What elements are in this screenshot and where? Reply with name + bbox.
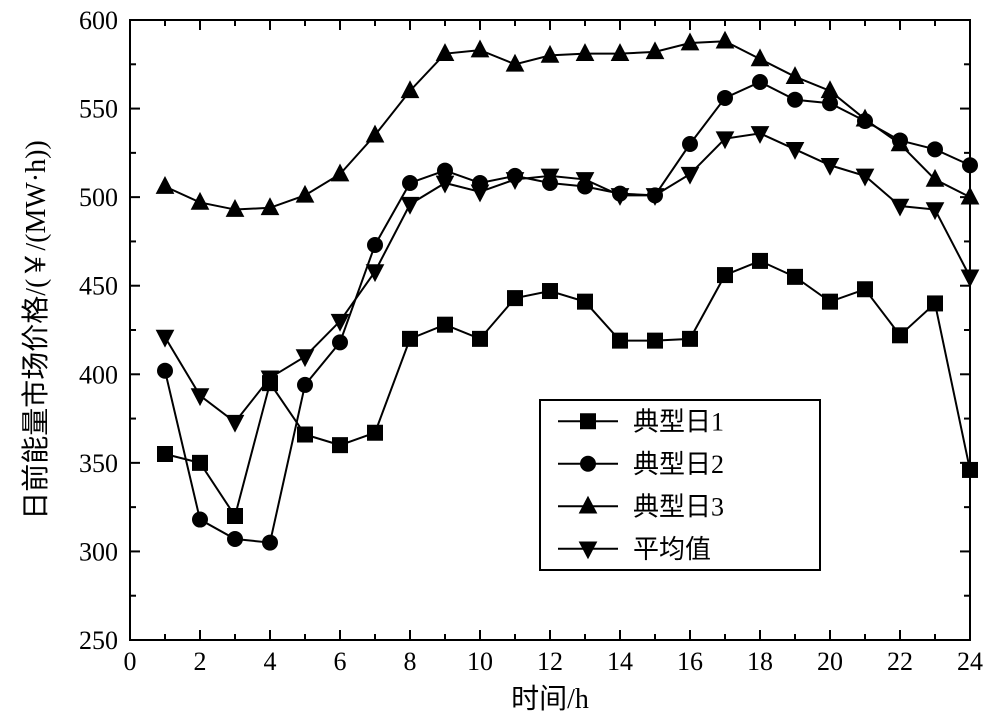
series-marker-3: [227, 416, 242, 431]
series-marker-1: [823, 96, 837, 110]
series-marker-0: [228, 509, 242, 523]
series-marker-1: [683, 137, 697, 151]
series-marker-0: [928, 296, 942, 310]
chart-container: 0246810121416182022242503003504004505005…: [0, 0, 1000, 719]
series-line-3: [165, 133, 970, 422]
series-marker-0: [193, 456, 207, 470]
series-marker-0: [158, 447, 172, 461]
x-tick-label: 22: [887, 647, 913, 676]
series-marker-0: [648, 334, 662, 348]
series-marker-0: [893, 328, 907, 342]
series-marker-2: [472, 42, 487, 57]
series-marker-2: [962, 189, 977, 204]
series-marker-1: [158, 364, 172, 378]
series-marker-0: [858, 282, 872, 296]
series-marker-3: [682, 168, 697, 183]
series-marker-2: [577, 45, 592, 60]
x-tick-label: 18: [747, 647, 773, 676]
series-marker-0: [543, 284, 557, 298]
x-tick-label: 10: [467, 647, 493, 676]
legend-label-2: 典型日3: [633, 492, 724, 521]
legend-marker-3: [580, 542, 595, 557]
series-marker-0: [438, 318, 452, 332]
y-tick-label: 450: [79, 272, 118, 301]
x-tick-label: 24: [957, 647, 983, 676]
series-marker-3: [297, 350, 312, 365]
line-chart: 0246810121416182022242503003504004505005…: [0, 0, 1000, 719]
x-tick-label: 8: [404, 647, 417, 676]
legend-label-0: 典型日1: [633, 407, 724, 436]
x-tick-label: 6: [334, 647, 347, 676]
series-marker-2: [822, 82, 837, 97]
series-marker-0: [333, 438, 347, 452]
series-marker-2: [787, 68, 802, 83]
series-marker-1: [963, 158, 977, 172]
series-marker-1: [263, 536, 277, 550]
y-tick-label: 550: [79, 95, 118, 124]
series-marker-3: [787, 143, 802, 158]
series-marker-2: [297, 187, 312, 202]
series-marker-1: [403, 176, 417, 190]
series-marker-3: [857, 170, 872, 185]
series-marker-0: [613, 334, 627, 348]
x-tick-label: 16: [677, 647, 703, 676]
series-line-1: [165, 82, 970, 543]
y-tick-label: 600: [79, 6, 118, 35]
series-marker-0: [963, 463, 977, 477]
y-tick-label: 250: [79, 626, 118, 655]
x-tick-label: 2: [194, 647, 207, 676]
series-marker-1: [228, 532, 242, 546]
legend-marker-1: [581, 457, 595, 471]
series-line-0: [165, 261, 970, 516]
series-marker-0: [403, 332, 417, 346]
series-marker-3: [472, 186, 487, 201]
y-axis-label: 日前能量市场价格/(￥/(MW·h)): [20, 140, 52, 520]
series-marker-1: [718, 91, 732, 105]
series-marker-0: [368, 426, 382, 440]
plot-border: [130, 20, 970, 640]
x-tick-label: 14: [607, 647, 633, 676]
legend-label-3: 平均值: [633, 535, 711, 564]
series-marker-0: [578, 295, 592, 309]
series-marker-3: [927, 203, 942, 218]
series-marker-0: [683, 332, 697, 346]
x-axis-label: 时间/h: [511, 683, 589, 715]
series-marker-1: [753, 75, 767, 89]
series-marker-0: [753, 254, 767, 268]
series-marker-3: [157, 331, 172, 346]
y-tick-label: 300: [79, 537, 118, 566]
x-tick-label: 4: [264, 647, 277, 676]
series-marker-3: [402, 198, 417, 213]
series-marker-1: [333, 335, 347, 349]
legend-marker-0: [581, 414, 595, 428]
x-tick-label: 12: [537, 647, 563, 676]
series-marker-1: [788, 93, 802, 107]
series-marker-2: [157, 178, 172, 193]
series-marker-2: [752, 51, 767, 66]
y-tick-label: 350: [79, 449, 118, 478]
x-tick-label: 20: [817, 647, 843, 676]
legend-marker-2: [580, 498, 595, 513]
series-marker-3: [962, 271, 977, 286]
y-tick-label: 500: [79, 183, 118, 212]
series-marker-3: [192, 389, 207, 404]
x-tick-label: 0: [124, 647, 137, 676]
series-marker-0: [823, 295, 837, 309]
series-marker-0: [788, 270, 802, 284]
series-marker-1: [368, 238, 382, 252]
series-marker-1: [193, 513, 207, 527]
series-marker-0: [473, 332, 487, 346]
series-marker-2: [192, 194, 207, 209]
series-marker-1: [928, 142, 942, 156]
legend-label-1: 典型日2: [633, 450, 724, 479]
series-marker-2: [717, 33, 732, 48]
series-marker-1: [438, 164, 452, 178]
series-marker-0: [508, 291, 522, 305]
series-marker-0: [298, 428, 312, 442]
series-marker-0: [718, 268, 732, 282]
y-tick-label: 400: [79, 360, 118, 389]
series-marker-1: [298, 378, 312, 392]
